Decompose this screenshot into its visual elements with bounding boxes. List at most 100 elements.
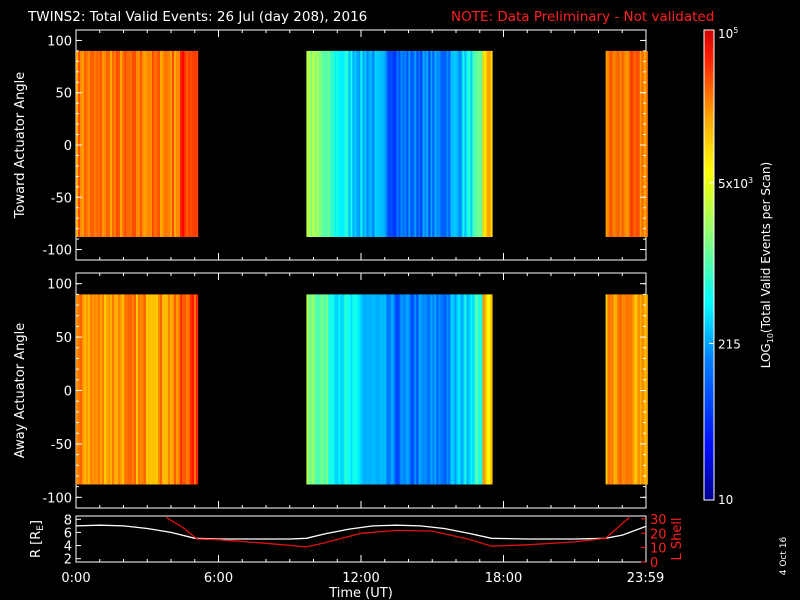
- spectrogram-column: [619, 294, 622, 485]
- spectrogram-column: [615, 50, 618, 238]
- spectrogram-column: [448, 50, 451, 238]
- spectrogram-column: [402, 294, 405, 485]
- spectrogram-column: [627, 294, 630, 485]
- spectrogram-column: [607, 50, 610, 238]
- spectrogram-column: [162, 294, 165, 485]
- spectrogram-column: [352, 50, 355, 238]
- colorbar-tick-exponent: 5: [733, 26, 738, 35]
- spectrogram-column: [378, 50, 381, 238]
- spectrogram-column: [96, 50, 99, 238]
- spectrogram-column: [641, 50, 644, 238]
- spectrogram-column: [633, 294, 636, 485]
- spectrogram-column: [366, 294, 369, 485]
- spectrogram-column: [90, 294, 93, 485]
- spectrogram-column: [472, 50, 475, 238]
- spectrogram-column: [645, 294, 648, 485]
- colorbar-tick-base: 5x10: [718, 177, 748, 191]
- lshell-line: [165, 516, 630, 548]
- spectrogram-column: [114, 294, 117, 485]
- spectrogram-column: [174, 294, 177, 485]
- spectrogram-column: [120, 50, 123, 238]
- spectrogram-column: [328, 294, 331, 485]
- spectrogram-column: [142, 50, 145, 238]
- spectrogram-column: [144, 294, 147, 485]
- spectrogram-column: [156, 50, 159, 238]
- spectrogram-column: [134, 294, 137, 485]
- spectrogram-column: [152, 294, 155, 485]
- spectrogram-column: [110, 294, 113, 485]
- spectrogram-column: [442, 294, 445, 485]
- spectrogram-column: [84, 50, 87, 238]
- spectrogram-column: [488, 50, 491, 238]
- spectrogram-column: [643, 294, 646, 485]
- spectrogram-column: [486, 50, 489, 238]
- spectrogram-column: [434, 294, 437, 485]
- spectrogram-column: [354, 294, 357, 485]
- spectrogram-column: [100, 294, 103, 485]
- spectrogram-column: [170, 294, 173, 485]
- spectrogram-column: [362, 294, 365, 485]
- spectrogram-column: [342, 50, 345, 238]
- spectrogram-column: [332, 294, 335, 485]
- colorbar-tick-base: 215: [718, 337, 741, 351]
- spectrogram-column: [360, 294, 363, 485]
- spectrogram-column: [442, 50, 445, 238]
- spectrogram-column: [605, 294, 608, 485]
- spectrogram-column: [172, 50, 175, 238]
- spectrogram-column: [378, 294, 381, 485]
- spectrogram-column: [92, 50, 95, 238]
- spectrogram-column: [158, 294, 161, 485]
- colorbar-scale: [703, 29, 715, 501]
- spectrogram-column: [394, 294, 397, 485]
- spectrogram-column: [154, 50, 157, 238]
- spectrogram-column: [184, 50, 187, 238]
- spectrogram-column: [388, 294, 391, 485]
- radius-tick-label: 2: [64, 553, 72, 568]
- spectrogram-column: [162, 50, 165, 238]
- date-stamp: 4 Oct 16: [779, 536, 789, 575]
- spectrogram-column: [410, 294, 413, 485]
- spectrogram-column: [318, 50, 321, 238]
- spectrogram-column: [360, 50, 363, 238]
- spectrogram-column: [470, 294, 473, 485]
- spectrogram-column: [168, 294, 171, 485]
- spectrogram-column: [468, 294, 471, 485]
- spectrogram-column: [352, 294, 355, 485]
- spectrogram-column: [124, 50, 127, 238]
- spectrogram-column: [488, 294, 491, 485]
- spectrogram-column: [420, 294, 423, 485]
- spectrogram-column: [334, 294, 337, 485]
- spectrogram-column: [482, 294, 485, 485]
- spectrogram-column: [318, 294, 321, 485]
- spectrogram-column: [635, 294, 638, 485]
- spectrogram-column: [621, 294, 624, 485]
- spectrogram-column: [130, 294, 133, 485]
- spectrogram-column: [440, 50, 443, 238]
- spectrogram-column: [86, 294, 89, 485]
- spectrogram-column: [78, 294, 81, 485]
- spectrogram-column: [460, 294, 463, 485]
- y-tick-label: -50: [51, 438, 72, 453]
- spectrogram-column: [312, 294, 315, 485]
- lshell-axis-label: L Shell: [670, 517, 685, 560]
- spectrogram-column: [605, 50, 608, 238]
- spectrogram-column: [468, 50, 471, 238]
- spectrogram-column: [310, 50, 313, 238]
- spectrogram-column: [466, 50, 469, 238]
- spectrogram-column: [452, 294, 455, 485]
- lshell-tick-label: 0: [650, 556, 658, 571]
- spectrogram-column: [112, 50, 115, 238]
- spectrogram-column: [460, 50, 463, 238]
- chart-title: TWINS2: Total Valid Events: 26 Jul (day …: [27, 9, 367, 25]
- spectrogram-column: [426, 50, 429, 238]
- colorbar-tick-label: 10: [718, 493, 733, 507]
- spectrogram-column: [166, 294, 169, 485]
- spectrogram-column: [410, 50, 413, 238]
- spectrogram-column: [458, 294, 461, 485]
- spectrogram-column: [394, 50, 397, 238]
- away-panel: 100 50 0 -50 -100 Away Actuator Angle: [13, 272, 648, 509]
- spectrogram-column: [380, 294, 383, 485]
- x-tick-label: 18:00: [485, 571, 522, 586]
- spectrogram-column: [398, 294, 401, 485]
